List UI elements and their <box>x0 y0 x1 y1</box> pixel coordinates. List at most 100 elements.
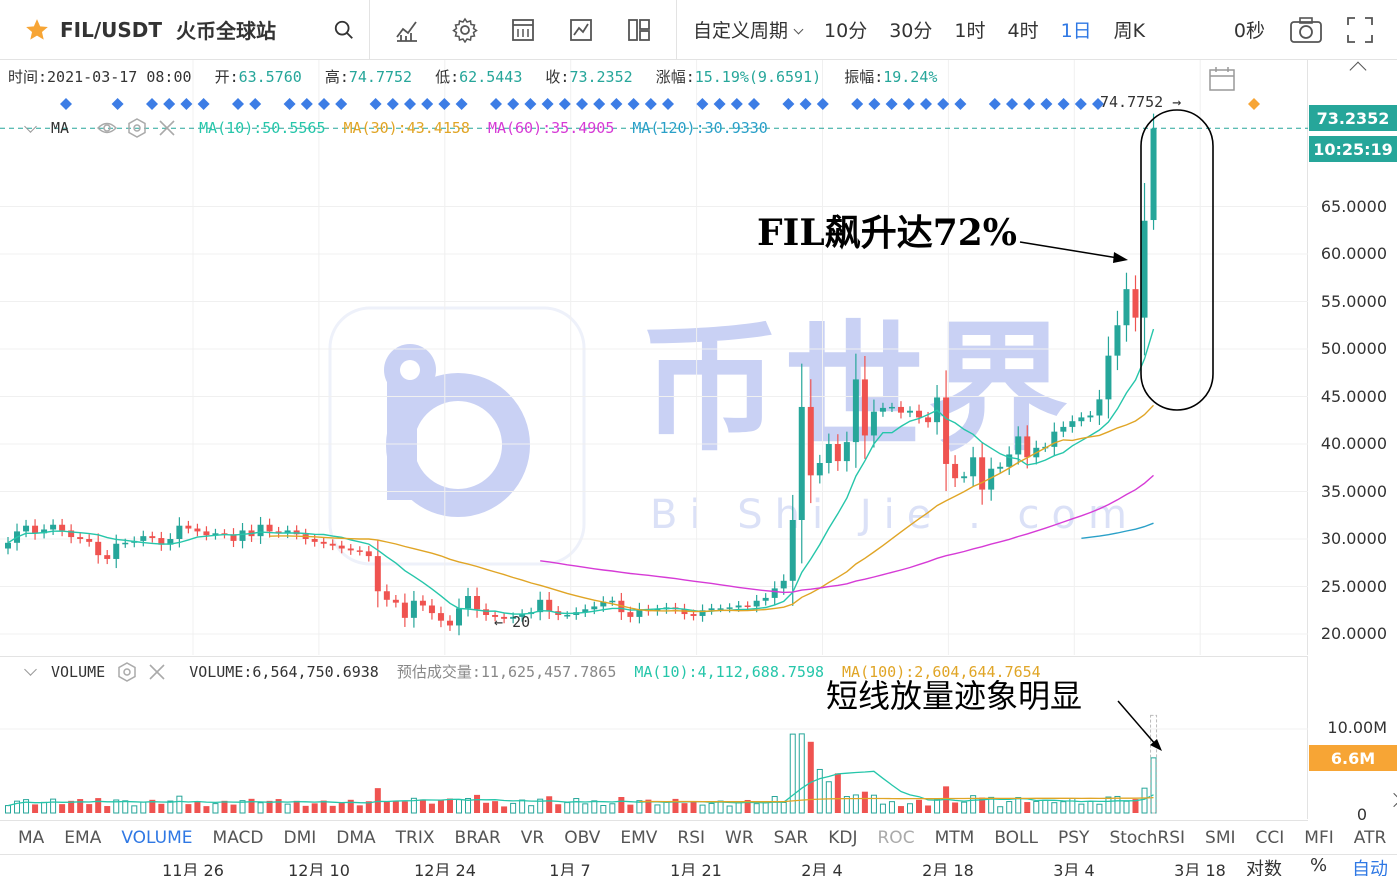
indicator-tab[interactable]: EMA <box>64 827 102 848</box>
volume-bar <box>1006 801 1013 814</box>
settings-button[interactable] <box>436 0 494 60</box>
indicator-tab[interactable]: CCI <box>1255 827 1285 848</box>
volume-bar <box>609 803 616 814</box>
indicator-tab[interactable]: MA <box>18 827 45 848</box>
search-icon[interactable] <box>333 19 355 41</box>
volume-bar <box>870 794 877 814</box>
candle-body <box>311 539 318 542</box>
volume-settings-icon[interactable] <box>117 661 137 682</box>
price-pane[interactable]: 币世界 Bi Shi Jie . com MA MA(10):50.5565 M… <box>0 60 1308 655</box>
volume-bar <box>320 800 327 813</box>
volume-bar <box>1087 800 1094 814</box>
axis-mode-option[interactable]: 对数 <box>1246 859 1282 876</box>
price-axis[interactable]: 75.000065.000060.000055.000050.000045.00… <box>1309 60 1397 824</box>
eye-icon[interactable] <box>97 118 118 138</box>
volume-bar <box>50 798 57 814</box>
indicators-button[interactable] <box>378 0 436 60</box>
candle-body <box>952 463 959 479</box>
indicator-tab[interactable]: RSI <box>677 827 706 848</box>
volume-bar <box>347 799 354 813</box>
indicator-tab[interactable]: KDJ <box>828 827 858 848</box>
trade-marker <box>576 98 588 110</box>
indicator-tab[interactable]: BOLL <box>994 827 1038 848</box>
volume-bar <box>708 802 715 814</box>
trade-marker <box>696 98 709 110</box>
indicator-tab[interactable]: VOLUME <box>121 827 193 848</box>
refresh-seconds[interactable]: 0秒 <box>1233 20 1265 42</box>
indicator-tab[interactable]: StochRSI <box>1109 827 1186 848</box>
price-tick: 40.0000 <box>1320 434 1387 453</box>
volume-bar <box>32 804 39 813</box>
period-option[interactable]: 自定义周期 <box>693 16 804 43</box>
volume-pane[interactable]: VOLUME VOLUME:6,564,750.6938 预估成交量: 11,6… <box>0 656 1308 819</box>
indicator-tab[interactable]: TRIX <box>395 827 435 848</box>
trade-marker <box>1040 98 1053 110</box>
indicator-tab[interactable]: WR <box>725 827 754 848</box>
candle-body <box>356 550 363 552</box>
candle-body <box>483 609 490 615</box>
ma60-line <box>540 474 1154 594</box>
trade-marker <box>593 98 606 110</box>
period-option[interactable]: 周K <box>1113 20 1146 42</box>
indicator-tab[interactable]: EMV <box>620 827 658 848</box>
volume-bar <box>59 804 66 813</box>
scroll-up-icon[interactable] <box>1349 61 1367 79</box>
axis-mode-option[interactable]: 自动 <box>1352 859 1388 876</box>
toolbar-icon-group <box>370 0 677 60</box>
date-axis: 11月 26 12月 10 12月 24 1月 7 1月 21 2月 4 2月 18 3月 4… <box>0 854 1397 876</box>
favorite-star-icon[interactable] <box>24 17 50 43</box>
indicator-tab[interactable]: BRAR <box>454 827 501 848</box>
candle-body <box>519 614 526 617</box>
camera-icon[interactable] <box>1289 15 1323 45</box>
close-volume-icon[interactable] <box>147 662 167 682</box>
indicator-tab[interactable]: MFI <box>1304 827 1334 848</box>
volume-bar <box>1141 787 1148 814</box>
period-option[interactable]: 30分 <box>889 20 933 42</box>
collapse-ma-icon[interactable] <box>24 119 37 133</box>
indicator-tab[interactable]: DMA <box>336 827 376 848</box>
period-option[interactable]: 1日 <box>1060 20 1092 42</box>
fullscreen-icon[interactable] <box>1343 15 1377 45</box>
scroll-right-icon[interactable] <box>1386 792 1397 808</box>
volume-bar <box>546 796 553 813</box>
candle-body <box>807 406 814 476</box>
layout-button[interactable] <box>610 0 668 60</box>
indicator-tab[interactable]: VR <box>520 827 545 848</box>
indicator-tab[interactable]: DMI <box>283 827 317 848</box>
volume-bar <box>356 805 363 813</box>
period-option[interactable]: 1时 <box>954 20 986 42</box>
volume-bar <box>158 803 165 813</box>
candle-body <box>988 468 995 490</box>
close-ma-icon[interactable] <box>157 118 177 138</box>
indicator-tab[interactable]: MTM <box>934 827 975 848</box>
volume-bar <box>465 797 472 814</box>
volume-bar <box>401 801 408 813</box>
indicator-tab[interactable]: ATR <box>1353 827 1387 848</box>
ma-settings-icon[interactable] <box>127 118 147 138</box>
indicator-tab[interactable]: SAR <box>773 827 809 848</box>
indicator-tab[interactable]: MACD <box>212 827 264 848</box>
trade-marker <box>954 98 967 110</box>
close-value: 73.2352 <box>569 68 633 86</box>
indicator-tab[interactable]: OBV <box>564 827 601 848</box>
volume-bar <box>456 799 462 814</box>
chart-type-button[interactable] <box>552 0 610 60</box>
candle-body <box>158 538 165 545</box>
template-button[interactable] <box>494 0 552 60</box>
date-tick: 1月 21 <box>670 861 722 876</box>
volume-chart[interactable] <box>0 657 1308 820</box>
collapse-volume-icon[interactable] <box>24 663 37 676</box>
indicator-tab[interactable]: ROC <box>877 827 915 848</box>
indicator-tab[interactable]: PSY <box>1058 827 1090 848</box>
volume-legend-name: VOLUME <box>51 662 106 681</box>
period-option[interactable]: 10分 <box>824 20 868 42</box>
period-option[interactable]: 4时 <box>1007 20 1039 42</box>
indicator-tab[interactable]: SMI <box>1205 827 1236 848</box>
calendar-icon[interactable] <box>1208 66 1236 92</box>
candle-body <box>852 379 859 443</box>
trade-marker <box>1023 98 1036 110</box>
candlestick-chart[interactable] <box>0 60 1308 655</box>
axis-mode-option[interactable]: % <box>1310 855 1328 876</box>
volume-bar <box>690 801 697 813</box>
trade-marker <box>902 98 915 110</box>
